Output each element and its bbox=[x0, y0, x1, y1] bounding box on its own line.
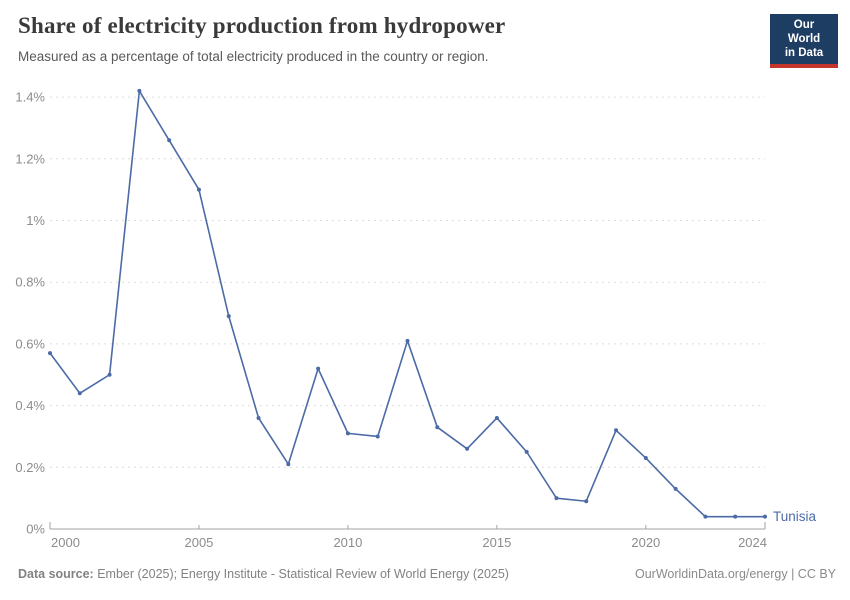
y-tick-label: 0.2% bbox=[15, 460, 45, 475]
data-point-2022[interactable] bbox=[703, 514, 708, 519]
data-point-2001[interactable] bbox=[77, 391, 82, 396]
data-point-2013[interactable] bbox=[435, 425, 440, 430]
y-tick-label: 1.4% bbox=[15, 90, 45, 105]
data-point-2010[interactable] bbox=[345, 431, 350, 436]
owid-logo: Our World in Data bbox=[770, 14, 838, 69]
data-source: Data source: Ember (2025); Energy Instit… bbox=[18, 567, 509, 581]
owid-logo-line2: in Data bbox=[784, 46, 824, 59]
series-label[interactable]: Tunisia bbox=[773, 509, 817, 524]
data-point-2021[interactable] bbox=[673, 486, 678, 491]
chart-subtitle: Measured as a percentage of total electr… bbox=[18, 49, 489, 64]
data-source-text: Ember (2025); Energy Institute - Statist… bbox=[97, 567, 509, 581]
data-point-2016[interactable] bbox=[524, 449, 529, 454]
data-point-2024[interactable] bbox=[763, 514, 767, 519]
data-point-2015[interactable] bbox=[494, 415, 499, 420]
x-tick-label: 2020 bbox=[631, 535, 660, 550]
x-tick-label: 2000 bbox=[51, 535, 80, 550]
data-source-label: Data source: bbox=[18, 567, 94, 581]
y-tick-label: 0.8% bbox=[15, 275, 45, 290]
y-tick-label: 0.4% bbox=[15, 398, 45, 413]
data-point-2007[interactable] bbox=[256, 415, 261, 420]
x-tick-label: 2005 bbox=[184, 535, 213, 550]
data-point-2008[interactable] bbox=[286, 462, 291, 467]
owid-logo-line1: Our World bbox=[787, 19, 821, 45]
x-tick-label: 2024 bbox=[738, 535, 767, 550]
data-point-2012[interactable] bbox=[405, 338, 410, 343]
y-tick-label: 1.2% bbox=[15, 151, 45, 166]
page-title: Share of electricity production from hyd… bbox=[18, 13, 506, 38]
data-point-2004[interactable] bbox=[167, 138, 172, 143]
data-point-2019[interactable] bbox=[614, 428, 619, 433]
data-point-2009[interactable] bbox=[316, 366, 321, 371]
y-tick-label: 0.6% bbox=[15, 336, 45, 351]
data-point-2003[interactable] bbox=[137, 88, 142, 93]
data-point-2005[interactable] bbox=[196, 187, 201, 192]
y-tick-label: 1% bbox=[26, 213, 45, 228]
data-point-2006[interactable] bbox=[226, 314, 231, 319]
data-point-2023[interactable] bbox=[733, 514, 738, 519]
data-point-2002[interactable] bbox=[107, 372, 112, 377]
y-tick-label: 0% bbox=[26, 522, 45, 537]
x-tick-label: 2015 bbox=[482, 535, 511, 550]
credit-link: OurWorldinData.org/energy | CC BY bbox=[634, 567, 836, 581]
data-point-2014[interactable] bbox=[465, 446, 470, 451]
data-point-2018[interactable] bbox=[584, 499, 589, 504]
x-tick-label: 2010 bbox=[333, 535, 362, 550]
data-point-2011[interactable] bbox=[375, 434, 380, 439]
data-point-2020[interactable] bbox=[643, 456, 648, 461]
data-point-2017[interactable] bbox=[554, 496, 559, 501]
data-point-2000[interactable] bbox=[48, 351, 52, 356]
chart-footer: Data source: Ember (2025); Energy Instit… bbox=[18, 567, 836, 581]
line-series-tunisia bbox=[49, 90, 766, 518]
